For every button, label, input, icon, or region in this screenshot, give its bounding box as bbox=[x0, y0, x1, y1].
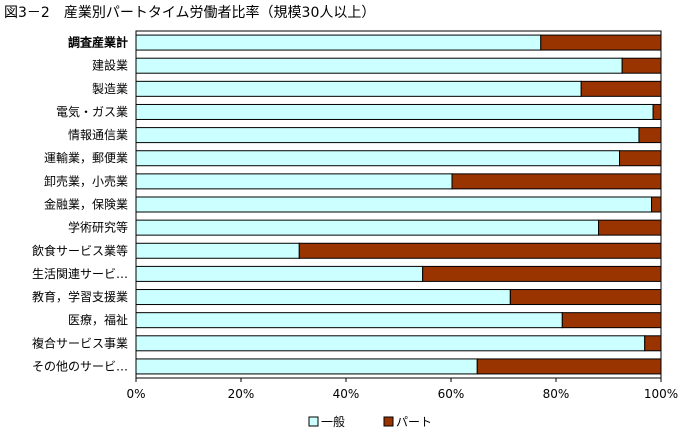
bar-part-0 bbox=[540, 34, 662, 51]
category-label: 卸売業，小売業 bbox=[44, 173, 128, 188]
bar-ippan-12 bbox=[135, 312, 563, 329]
category-label: 飲食サービス業等 bbox=[32, 243, 128, 258]
bar-ippan-2 bbox=[135, 80, 582, 97]
category-label: 電気・ガス業 bbox=[56, 104, 128, 119]
category-label: 教育，学習支援業 bbox=[32, 289, 128, 304]
legend-label-part: パート bbox=[396, 415, 432, 429]
x-tick-label: 40% bbox=[333, 387, 360, 401]
legend-label-ippan: 一般 bbox=[321, 414, 345, 429]
category-label: 生活関連サービ… bbox=[32, 267, 128, 281]
bar-ippan-6 bbox=[135, 173, 453, 190]
category-label: 製造業 bbox=[92, 82, 128, 96]
x-tick-label: 80% bbox=[543, 387, 570, 401]
category-label: 医療，福祉 bbox=[68, 312, 128, 327]
bar-part-11 bbox=[509, 289, 662, 306]
category-label: 運輸業，郵便業 bbox=[44, 150, 128, 165]
bar-part-9 bbox=[298, 242, 662, 259]
bar-ippan-9 bbox=[135, 242, 300, 259]
category-label: 調査産業計 bbox=[68, 35, 128, 50]
bar-ippan-14 bbox=[135, 358, 478, 375]
bar-part-2 bbox=[580, 80, 662, 97]
category-label: 複合サービス事業 bbox=[32, 335, 128, 350]
legend-swatch-part bbox=[383, 416, 394, 427]
category-label: その他のサービ… bbox=[32, 359, 128, 373]
bar-part-6 bbox=[451, 173, 662, 190]
bar-part-3 bbox=[652, 103, 662, 120]
figure-title: 図3－2 産業別パートタイム労働者比率（規模30人以上） bbox=[4, 5, 376, 21]
bar-ippan-11 bbox=[135, 289, 511, 306]
bar-ippan-4 bbox=[135, 127, 640, 144]
category-label: 学術研究等 bbox=[68, 220, 128, 235]
category-label: 金融業，保険業 bbox=[44, 197, 128, 212]
bar-part-5 bbox=[619, 150, 662, 167]
bar-part-8 bbox=[598, 219, 662, 236]
bar-part-12 bbox=[561, 312, 662, 329]
category-label: 情報通信業 bbox=[68, 128, 128, 142]
bar-part-4 bbox=[638, 127, 662, 144]
bar-ippan-13 bbox=[135, 335, 646, 352]
bar-ippan-5 bbox=[135, 150, 621, 167]
x-tick-label: 0% bbox=[126, 387, 145, 401]
x-tick-label: 100% bbox=[644, 387, 678, 401]
bar-ippan-3 bbox=[135, 103, 654, 120]
bar-ippan-7 bbox=[135, 196, 653, 213]
bar-part-14 bbox=[476, 358, 662, 375]
bar-part-13 bbox=[644, 335, 662, 352]
bar-part-10 bbox=[422, 265, 662, 282]
x-tick-label: 20% bbox=[228, 387, 255, 401]
legend-swatch-ippan bbox=[308, 416, 319, 427]
bar-ippan-0 bbox=[135, 34, 542, 51]
bar-ippan-8 bbox=[135, 219, 600, 236]
bar-part-7 bbox=[651, 196, 662, 213]
bar-ippan-1 bbox=[135, 57, 623, 74]
bar-ippan-10 bbox=[135, 265, 424, 282]
bar-part-1 bbox=[621, 57, 662, 74]
category-label: 建設業 bbox=[92, 58, 128, 73]
x-tick-label: 60% bbox=[438, 387, 465, 401]
